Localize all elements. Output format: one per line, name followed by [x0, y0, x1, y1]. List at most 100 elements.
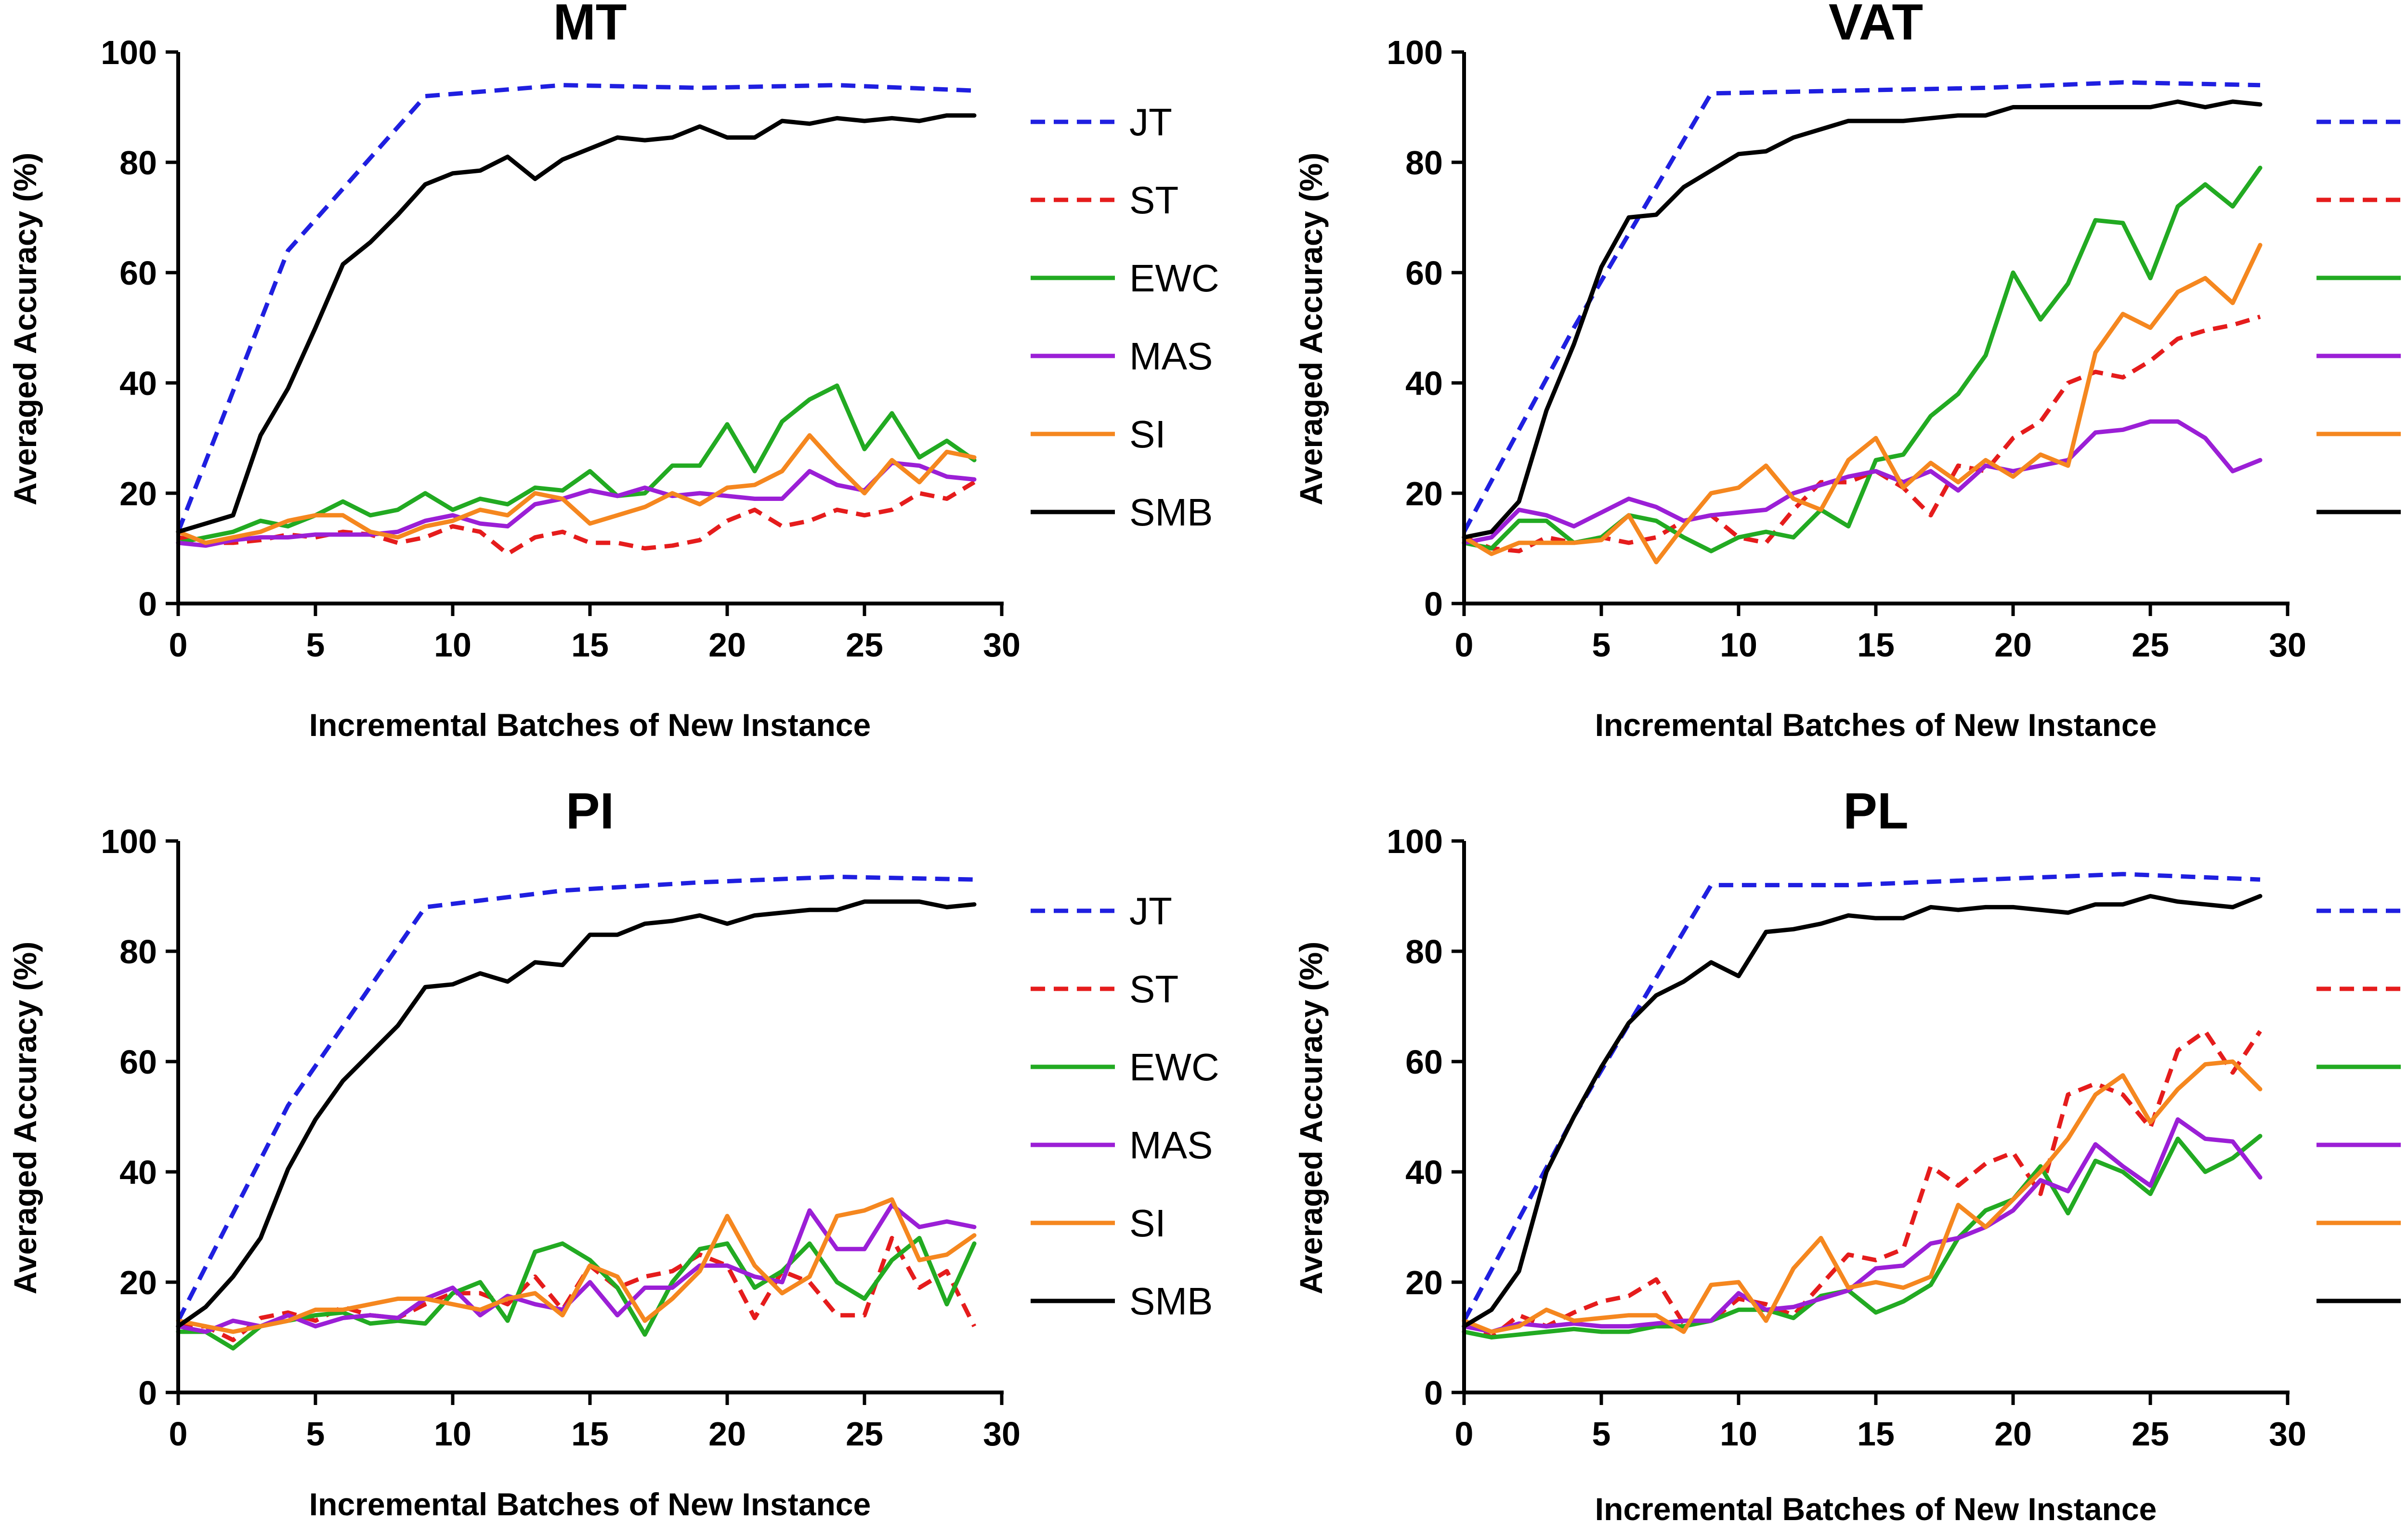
x-axis-label: Incremental Batches of New Instance [309, 707, 871, 743]
series-line-smb [178, 116, 974, 532]
x-tick-label: 0 [1455, 1415, 1474, 1453]
x-tick-label: 25 [846, 626, 883, 664]
legend-label-mas: MAS [1129, 1124, 1213, 1167]
legend-label-ewc: EWC [1129, 1046, 1219, 1089]
y-tick-label: 20 [119, 475, 157, 512]
y-tick-label: 40 [119, 365, 157, 402]
panel-title: MT [553, 0, 627, 51]
series-line-mas [1464, 421, 2260, 543]
series-line-mas [178, 1205, 974, 1332]
legend-label-st: ST [1129, 179, 1178, 222]
panel-title: PI [566, 783, 614, 840]
figure: MT Averaged Accuracy (%) Incremental Bat… [0, 0, 2408, 1536]
x-tick-label: 5 [1592, 626, 1611, 664]
y-tick-label: 80 [1405, 933, 1443, 971]
x-tick-label: 30 [983, 1415, 1021, 1453]
x-tick-label: 25 [2132, 1415, 2169, 1453]
y-axis-label: Averaged Accuracy (%) [1293, 153, 1329, 505]
legend-label-si: SI [1129, 413, 1166, 456]
y-tick-label: 40 [1405, 1154, 1443, 1191]
x-tick-label: 5 [1592, 1415, 1611, 1453]
x-tick-label: 15 [571, 1415, 609, 1453]
y-tick-label: 100 [101, 823, 157, 860]
y-axis-label: Averaged Accuracy (%) [7, 942, 43, 1294]
legend-label-jt: JT [1129, 101, 1172, 144]
y-tick-label: 20 [1405, 1264, 1443, 1301]
legend-label-st: ST [1129, 968, 1178, 1011]
x-axis-label: Incremental Batches of New Instance [1595, 1491, 2157, 1527]
legend: JT ST EWC MAS SI SMB [1031, 101, 1219, 534]
x-tick-label: 10 [434, 626, 471, 664]
y-tick-label: 60 [119, 254, 157, 292]
legend-label-smb: SMB [1129, 491, 1213, 534]
legend-label-smb: SMB [1129, 1280, 1213, 1323]
y-tick-label: 60 [1405, 254, 1443, 292]
series-line-smb [1464, 896, 2260, 1326]
series-line-mas [178, 463, 974, 546]
x-tick-label: 20 [708, 1415, 746, 1453]
panel-title: VAT [1829, 0, 1923, 51]
panel-mt: MT Averaged Accuracy (%) Incremental Bat… [7, 0, 1219, 743]
y-tick-label: 100 [1387, 34, 1443, 71]
y-tick-label: 0 [1424, 585, 1443, 623]
series-line-si [178, 1199, 974, 1332]
legend-label-jt: JT [1129, 890, 1172, 932]
x-tick-label: 20 [1994, 1415, 2032, 1453]
legend-label-ewc: EWC [1129, 257, 1219, 300]
y-tick-label: 0 [138, 1374, 157, 1412]
y-tick-label: 80 [119, 933, 157, 971]
legend-label-si: SI [1129, 1202, 1166, 1245]
x-tick-label: 15 [571, 626, 609, 664]
panel-vat: VAT Averaged Accuracy (%) Incremental Ba… [1293, 0, 2408, 743]
x-tick-label: 20 [1994, 626, 2032, 664]
plot-area: 0 5 10 15 20 25 30 0 20 40 60 80 100 [1387, 823, 2306, 1453]
series-line-st [1464, 317, 2260, 551]
panel-title: PL [1843, 783, 1908, 840]
y-tick-label: 0 [138, 585, 157, 623]
x-tick-label: 10 [1720, 1415, 1757, 1453]
x-tick-label: 5 [306, 1415, 325, 1453]
y-tick-label: 80 [1405, 144, 1443, 182]
y-tick-label: 60 [1405, 1043, 1443, 1081]
x-tick-label: 5 [306, 626, 325, 664]
y-tick-label: 60 [119, 1043, 157, 1081]
y-axis-label: Averaged Accuracy (%) [7, 153, 43, 505]
y-tick-label: 0 [1424, 1374, 1443, 1412]
y-tick-label: 40 [119, 1154, 157, 1191]
x-tick-label: 10 [1720, 626, 1757, 664]
panel-pl: PL Averaged Accuracy (%) Incremental Bat… [1293, 783, 2408, 1527]
x-tick-label: 25 [846, 1415, 883, 1453]
legend: JT ST EWC MAS SI SMB [1031, 890, 1219, 1323]
y-tick-label: 40 [1405, 365, 1443, 402]
series-line-si [1464, 245, 2260, 562]
x-tick-label: 10 [434, 1415, 471, 1453]
x-tick-label: 30 [983, 626, 1021, 664]
x-axis-label: Incremental Batches of New Instance [1595, 707, 2157, 743]
y-tick-label: 20 [1405, 475, 1443, 512]
series-line-ewc [1464, 1136, 2260, 1338]
x-tick-label: 15 [1857, 1415, 1895, 1453]
x-tick-label: 15 [1857, 626, 1895, 664]
plot-area: 0 5 10 15 20 25 30 0 20 40 60 80 100 [101, 823, 1021, 1453]
y-tick-label: 100 [1387, 823, 1443, 860]
x-axis-label: Incremental Batches of New Instance [309, 1486, 871, 1522]
x-tick-label: 0 [1455, 626, 1474, 664]
plot-area: 0 5 10 15 20 25 30 0 20 40 60 80 100 [1387, 34, 2306, 664]
x-tick-label: 30 [2269, 1415, 2306, 1453]
x-tick-label: 30 [2269, 626, 2306, 664]
x-tick-label: 0 [169, 1415, 188, 1453]
x-tick-label: 20 [708, 626, 746, 664]
y-tick-label: 100 [101, 34, 157, 71]
x-tick-label: 0 [169, 626, 188, 664]
x-tick-label: 25 [2132, 626, 2169, 664]
y-tick-label: 80 [119, 144, 157, 182]
y-axis-label: Averaged Accuracy (%) [1293, 942, 1329, 1294]
series-line-smb [178, 902, 974, 1326]
legend-label-mas: MAS [1129, 335, 1213, 378]
y-tick-label: 20 [119, 1264, 157, 1301]
series-line-jt [1464, 82, 2260, 532]
series-line-ewc [1464, 168, 2260, 551]
plot-area: 0 5 10 15 20 25 30 0 20 40 60 80 100 [101, 34, 1021, 664]
